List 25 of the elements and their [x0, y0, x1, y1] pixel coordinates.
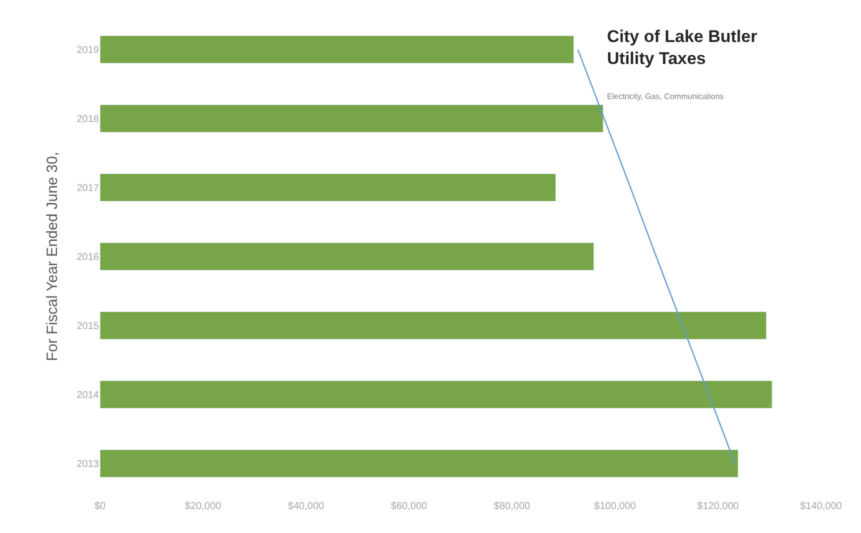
x-tick-label: $140,000 [800, 501, 842, 512]
y-tick-label: 2015 [76, 321, 100, 332]
text: City of Lake Butler Utility Taxes [607, 27, 758, 68]
bar [100, 104, 604, 133]
y-tick-label: 2017 [76, 183, 100, 194]
x-tick-label: $40,000 [288, 501, 325, 512]
bar [100, 242, 594, 271]
bar [100, 35, 574, 64]
y-tick-label: 2019 [76, 45, 100, 56]
bar [100, 173, 556, 202]
x-tick-label: $0 [94, 501, 106, 512]
x-tick-label: $20,000 [184, 501, 222, 512]
y-axis-title: For Fiscal Year Ended June 30, [44, 152, 61, 362]
bar [100, 311, 767, 340]
bar [100, 449, 738, 478]
x-tick-label: $120,000 [697, 501, 740, 512]
y-tick-label: 2013 [76, 459, 100, 470]
y-tick-label: 2018 [76, 114, 100, 125]
x-tick-label: $60,000 [390, 501, 428, 512]
y-tick-label: 2016 [76, 252, 100, 263]
x-tick-label: $80,000 [494, 501, 531, 512]
text: Electricity, Gas, Communications [607, 92, 724, 101]
bar [100, 380, 772, 409]
x-tick-label: $100,000 [594, 501, 636, 512]
y-tick-label: 2014 [76, 390, 100, 401]
